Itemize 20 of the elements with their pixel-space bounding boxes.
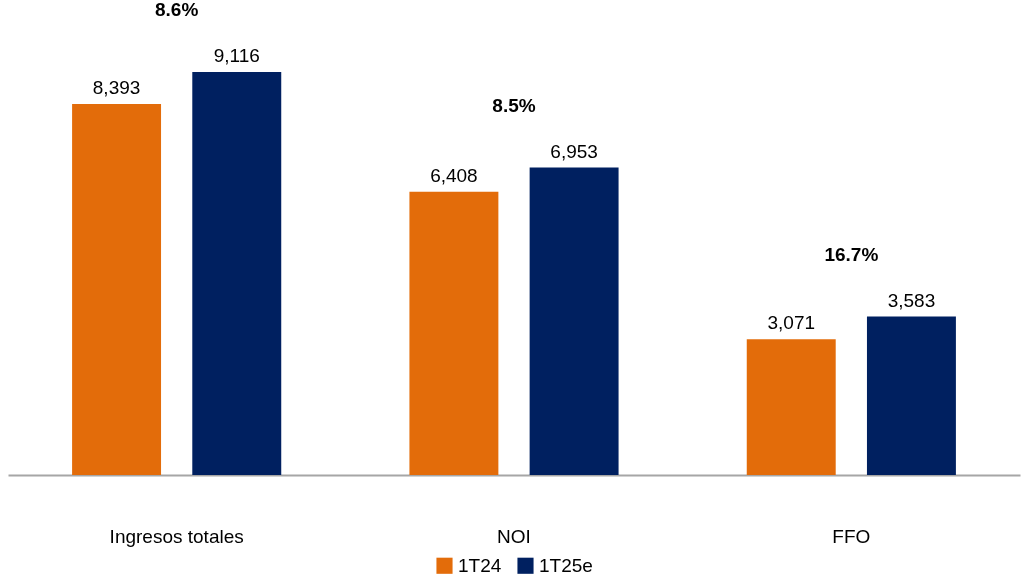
x-tick-label: FFO: [832, 525, 871, 547]
bar: [746, 339, 836, 475]
text: 8.6%: [155, 0, 199, 20]
bar: [529, 167, 619, 475]
bar: [192, 72, 282, 475]
data-label: 3,583: [887, 289, 936, 311]
annotation: 8.5%: [492, 94, 536, 116]
x-tick-label: NOI: [497, 525, 531, 547]
data-label: 3,071: [767, 312, 816, 334]
annotation: 16.7%: [824, 243, 879, 265]
bar: [72, 103, 162, 475]
legend-label: 1T24: [458, 554, 502, 576]
bar: [409, 191, 499, 475]
data-label: 9,116: [213, 45, 260, 66]
x-tick-label: Ingresos totales: [109, 525, 244, 547]
legend-label: 1T25e: [539, 554, 593, 576]
data-label: 6,953: [550, 140, 598, 162]
bar: [866, 316, 956, 475]
data-label: 6,408: [430, 164, 478, 186]
data-label: 8,393: [92, 76, 141, 98]
